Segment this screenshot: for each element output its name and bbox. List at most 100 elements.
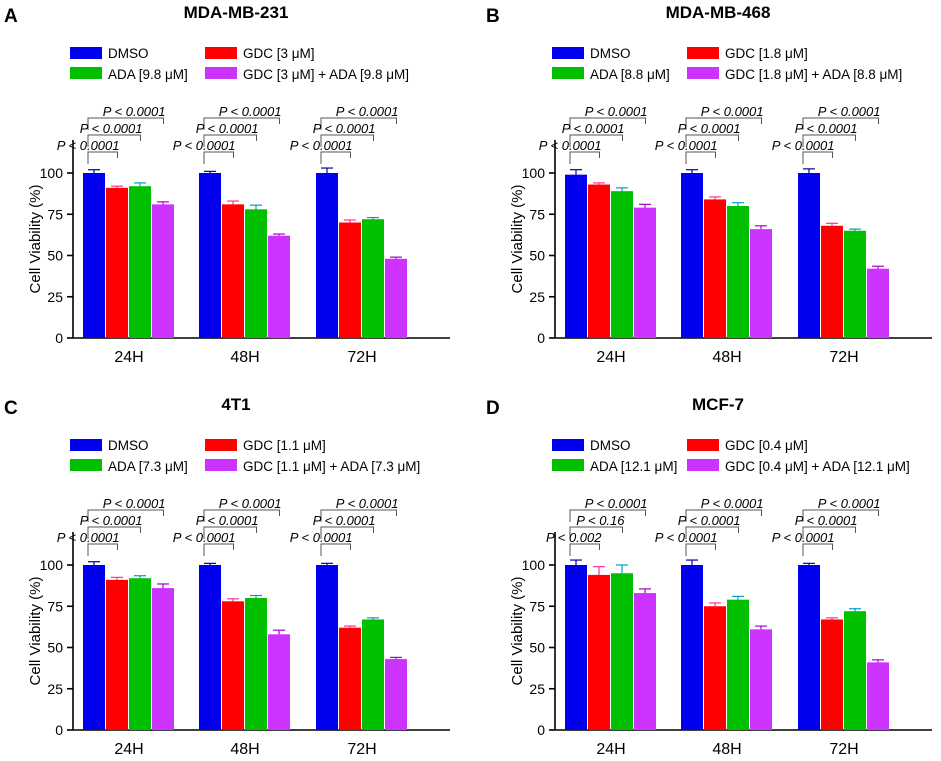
y-tick-label: 50 bbox=[529, 640, 545, 656]
bar-combo bbox=[268, 235, 290, 338]
y-tick-label: 0 bbox=[55, 722, 63, 738]
x-tick-label: 48H bbox=[712, 349, 741, 366]
p-value-label: P < 0.0001 bbox=[290, 138, 353, 153]
bar-gdc bbox=[821, 619, 843, 730]
p-value-label: P < 0.0001 bbox=[219, 496, 282, 511]
bar-gdc bbox=[821, 225, 843, 338]
bar-dmso bbox=[83, 565, 105, 730]
legend-item: GDC [0.4 μM] + ADA [12.1 μM] bbox=[687, 459, 910, 474]
x-tick-label: 72H bbox=[829, 349, 858, 366]
p-value-label: P < 0.0001 bbox=[562, 121, 625, 136]
bar-gdc bbox=[222, 204, 244, 338]
significance-bracket bbox=[203, 134, 257, 147]
p-value-label: P < 0.0001 bbox=[57, 530, 120, 545]
legend-item: ADA [9.8 μM] bbox=[70, 67, 188, 82]
significance-bracket bbox=[87, 543, 118, 556]
y-tick-label: 75 bbox=[529, 206, 545, 222]
legend-swatch bbox=[205, 459, 237, 471]
p-value-label: P < 0.0001 bbox=[196, 121, 259, 136]
y-tick-label: 100 bbox=[522, 165, 546, 181]
significance-bracket bbox=[569, 509, 646, 522]
significance-bracket bbox=[320, 134, 374, 147]
p-value-label: P < 0.0001 bbox=[336, 496, 399, 511]
bar-ada bbox=[611, 191, 633, 338]
significance-bracket bbox=[203, 509, 280, 522]
legend-label: DMSO bbox=[108, 438, 149, 453]
p-value-label: P < 0.0001 bbox=[701, 496, 764, 511]
significance-bracket bbox=[87, 134, 141, 147]
bar-combo bbox=[385, 659, 407, 730]
panel-d: D MCF-7 DMSO ADA [12.1 μM] GDC [0.4 μM] GDC [… bbox=[486, 395, 932, 758]
y-tick-label: 100 bbox=[522, 557, 546, 573]
bar-gdc bbox=[704, 606, 726, 730]
bar-dmso bbox=[316, 565, 338, 730]
bar-ada bbox=[727, 206, 749, 338]
bar-gdc bbox=[106, 579, 128, 730]
bar-ada bbox=[129, 186, 151, 338]
p-value-label: P < 0.0001 bbox=[585, 496, 648, 511]
significance-bracket bbox=[569, 543, 600, 556]
significance-bracket bbox=[569, 134, 623, 147]
legend-label: GDC [1.1 μM] + ADA [7.3 μM] bbox=[243, 459, 420, 474]
y-axis-label: Cell Viability (%) bbox=[27, 185, 44, 294]
y-tick-label: 25 bbox=[529, 681, 545, 697]
y-tick-label: 0 bbox=[55, 330, 63, 346]
legend-label: ADA [8.8 μM] bbox=[590, 67, 670, 82]
legend-item: GDC [1.1 μM] + ADA [7.3 μM] bbox=[205, 459, 420, 474]
legend-item: GDC [0.4 μM] bbox=[687, 438, 808, 453]
legend-swatch bbox=[687, 67, 719, 79]
bar-gdc bbox=[106, 187, 128, 338]
legend-swatch bbox=[687, 47, 719, 59]
bar-gdc bbox=[222, 601, 244, 730]
y-tick-label: 50 bbox=[47, 248, 63, 264]
x-tick-label: 24H bbox=[596, 349, 625, 366]
p-value-label: P < 0.0001 bbox=[80, 121, 143, 136]
significance-bracket bbox=[802, 543, 833, 556]
p-value-label: P < 0.0001 bbox=[103, 104, 166, 119]
legend-item: DMSO bbox=[70, 46, 149, 61]
p-value-label: P < 0.0001 bbox=[818, 496, 881, 511]
bar-ada bbox=[245, 209, 267, 338]
legend-item: DMSO bbox=[552, 438, 631, 453]
significance-bracket bbox=[685, 526, 739, 539]
legend-item: ADA [7.3 μM] bbox=[70, 459, 188, 474]
significance-bracket bbox=[802, 509, 879, 522]
bar-ada bbox=[129, 578, 151, 730]
x-tick-label: 72H bbox=[347, 349, 376, 366]
p-value-label: P < 0.0001 bbox=[678, 513, 741, 528]
bar-combo bbox=[385, 258, 407, 338]
p-value-label: P < 0.0001 bbox=[655, 138, 718, 153]
legend-label: GDC [1.8 μM] + ADA [8.8 μM] bbox=[725, 67, 902, 82]
bar-ada bbox=[727, 599, 749, 730]
y-tick-label: 75 bbox=[47, 598, 63, 614]
p-value-label: P < 0.0001 bbox=[196, 513, 259, 528]
legend-label: GDC [1.1 μM] bbox=[243, 438, 326, 453]
significance-bracket bbox=[203, 543, 234, 556]
significance-bracket bbox=[320, 509, 397, 522]
significance-bracket bbox=[569, 151, 600, 164]
bar-combo bbox=[750, 629, 772, 730]
panel-letter: A bbox=[4, 6, 18, 27]
panel-letter: B bbox=[486, 6, 500, 27]
panel-letter: C bbox=[4, 398, 18, 419]
significance-bracket bbox=[685, 134, 739, 147]
y-tick-label: 50 bbox=[529, 248, 545, 264]
p-value-label: P < 0.0001 bbox=[290, 530, 353, 545]
significance-bracket bbox=[320, 151, 351, 164]
legend-label: DMSO bbox=[590, 438, 631, 453]
y-tick-label: 0 bbox=[537, 722, 545, 738]
significance-bracket bbox=[203, 151, 234, 164]
bar-gdc bbox=[588, 184, 610, 338]
bar-combo bbox=[152, 588, 174, 730]
bar-combo bbox=[634, 593, 656, 730]
panel-title: MDA-MB-231 bbox=[184, 3, 289, 22]
bar-gdc bbox=[704, 199, 726, 338]
y-tick-label: 0 bbox=[537, 330, 545, 346]
bar-ada bbox=[844, 611, 866, 730]
p-value-label: P < 0.0001 bbox=[539, 138, 602, 153]
bar-combo bbox=[867, 662, 889, 730]
legend-item: ADA [12.1 μM] bbox=[552, 459, 677, 474]
bar-combo bbox=[867, 268, 889, 338]
p-value-label: P < 0.0001 bbox=[313, 513, 376, 528]
bar-ada bbox=[245, 598, 267, 730]
